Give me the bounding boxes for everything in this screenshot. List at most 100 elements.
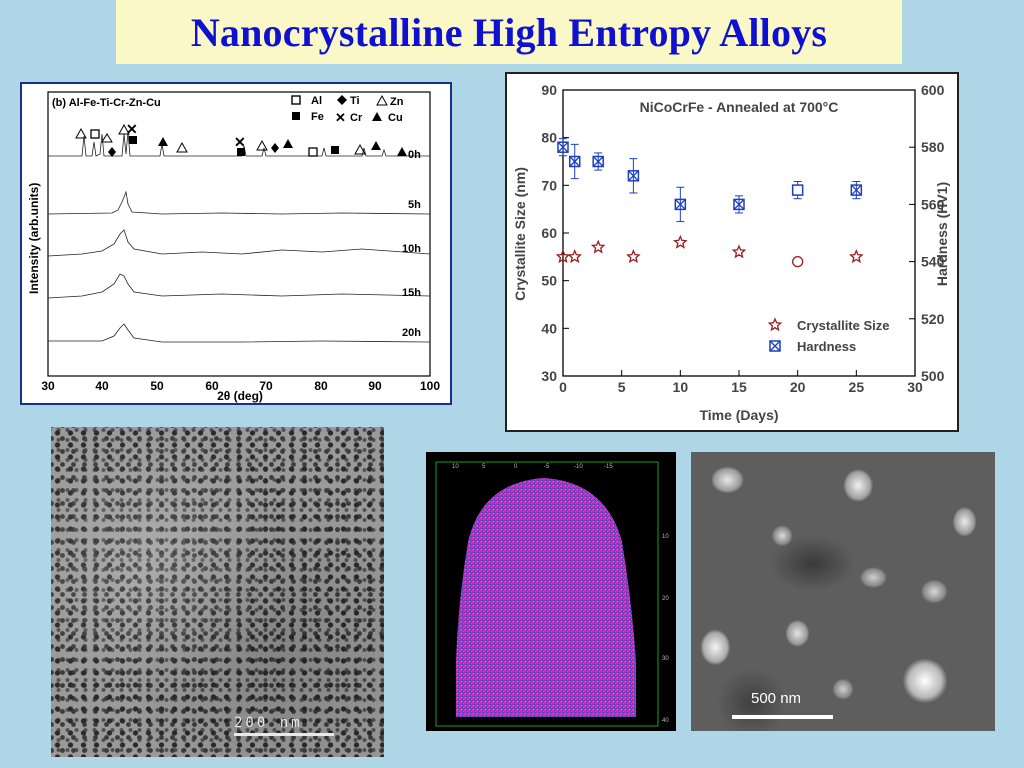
xrd-peak-markers: ✕ ✕ [75, 121, 407, 157]
svg-text:✕: ✕ [126, 121, 138, 137]
hardness-point [568, 155, 581, 168]
legend-hardness: Hardness [797, 339, 856, 354]
tem-micrograph: 200 nm [51, 427, 384, 757]
xrd-panel-label: (b) Al-Fe-Ti-Cr-Zn-Cu [52, 97, 161, 109]
y-tick-label: 60 [541, 225, 557, 241]
y2-tick-label: 580 [921, 139, 945, 155]
svg-text:70: 70 [259, 379, 273, 393]
apt-top-ticks: 10 5 0 -5 -10 -15 [452, 464, 613, 470]
svg-text:90: 90 [368, 379, 382, 393]
svg-text:30: 30 [41, 379, 55, 393]
svg-text:-5: -5 [544, 464, 550, 470]
x-tick-label: 10 [673, 379, 689, 395]
chart-xlabel: Time (Days) [699, 407, 778, 423]
label-0h: 0h [408, 149, 421, 161]
title-banner: Nanocrystalline High Entropy Alloys [116, 0, 902, 64]
y2-tick-label: 540 [921, 254, 945, 270]
x-tick-label: 15 [731, 379, 747, 395]
xrd-xlabel: 2θ (deg) [217, 389, 263, 403]
svg-text:5: 5 [482, 464, 486, 470]
trace-10h [47, 229, 431, 257]
trace-20h [48, 323, 431, 343]
legend-star-icon [767, 317, 783, 332]
legend-boxed-x-icon [769, 340, 781, 352]
hardness-point [733, 198, 745, 211]
svg-text:30: 30 [662, 656, 669, 662]
legend-cr: Cr [350, 112, 363, 124]
svg-text:50: 50 [150, 379, 164, 393]
trace-15h [47, 273, 431, 299]
hardness-point [791, 184, 804, 196]
svg-text:80: 80 [314, 379, 328, 393]
crystallite-point [555, 249, 571, 264]
cu-triangle-icon [372, 112, 382, 121]
y2-tick-label: 520 [921, 311, 945, 327]
sem-micrograph: 500 nm [691, 452, 995, 731]
x-tick-label: 30 [907, 379, 923, 395]
svg-text:100: 100 [420, 379, 440, 393]
slide-title: Nanocrystalline High Entropy Alloys [190, 9, 828, 55]
legend-zn: Zn [390, 96, 404, 108]
apt-reconstruction: 10 5 0 -5 -10 -15 10 20 30 40 [426, 452, 676, 731]
xrd-x-ticks: 30 40 50 60 70 80 90 100 [41, 379, 440, 393]
label-5h: 5h [408, 199, 421, 211]
crystallite-point [626, 249, 641, 264]
svg-text:-10: -10 [574, 464, 583, 470]
xrd-ylabel: Intensity (arb.units) [27, 183, 41, 294]
y-tick-label: 40 [541, 320, 557, 336]
zn-triangle-icon [376, 94, 388, 106]
crystallite-point [731, 244, 747, 259]
svg-text:10: 10 [452, 464, 459, 470]
fe-square-icon [292, 112, 300, 120]
y-tick-label: 30 [541, 368, 557, 384]
apt-right-ticks: 10 20 30 40 [662, 534, 669, 724]
xrd-figure: (b) Al-Fe-Ti-Cr-Zn-Cu Al Ti Zn Fe ✕ Cr C… [20, 82, 452, 405]
annealing-chart: NiCoCrFe - Annealed at 700°C Crystallite… [505, 72, 959, 432]
legend-ti: Ti [350, 95, 360, 107]
crystallite-point [673, 234, 688, 249]
x-tick-label: 5 [618, 379, 626, 395]
y2-tick-label: 600 [921, 82, 945, 98]
svg-text:10: 10 [662, 534, 669, 540]
tem-scale-label: 200 nm [234, 715, 303, 731]
legend-crystallite: Crystallite Size [797, 318, 890, 333]
chart-ylabel: Crystallite Size (nm) [512, 167, 528, 301]
svg-text:20: 20 [662, 596, 669, 602]
plot-frame [562, 89, 916, 377]
svg-text:40: 40 [95, 379, 109, 393]
svg-text:40: 40 [662, 718, 669, 724]
x-tick-label: 25 [849, 379, 865, 395]
xrd-trace-labels: 0h 5h 10h 15h 20h [402, 149, 421, 339]
al-square-icon [291, 95, 301, 105]
apt-tip-shape [456, 478, 636, 717]
legend-fe: Fe [311, 111, 324, 123]
y-tick-label: 90 [541, 82, 557, 98]
hardness-point [850, 184, 863, 196]
label-20h: 20h [402, 327, 421, 339]
y2-tick-label: 500 [921, 368, 945, 384]
trace-5h [47, 190, 431, 215]
cr-cross-icon: ✕ [335, 110, 346, 125]
hardness-point [674, 198, 687, 211]
svg-text:-15: -15 [604, 464, 613, 470]
crystallite-point [792, 255, 804, 268]
ti-diamond-icon [337, 95, 347, 105]
svg-text:✕: ✕ [234, 134, 246, 150]
trace-0h [48, 131, 430, 157]
crystallite-point [590, 239, 606, 254]
label-15h: 15h [402, 287, 421, 299]
crystallite-point [567, 249, 582, 264]
legend-al: Al [311, 95, 322, 107]
chart-y2label: Hardness (HV1) [934, 182, 950, 286]
chart-title: NiCoCrFe - Annealed at 700°C [640, 99, 839, 115]
label-10h: 10h [402, 243, 421, 255]
x-tick-label: 20 [790, 379, 806, 395]
y-tick-label: 80 [541, 130, 557, 146]
y-tick-label: 70 [541, 177, 557, 193]
sem-scale-label: 500 nm [751, 690, 802, 707]
crystallite-point [849, 249, 864, 264]
tem-scale-bar [234, 733, 334, 736]
x-tick-label: 0 [559, 379, 567, 395]
xrd-traces [47, 131, 431, 343]
hardness-point [557, 141, 569, 153]
